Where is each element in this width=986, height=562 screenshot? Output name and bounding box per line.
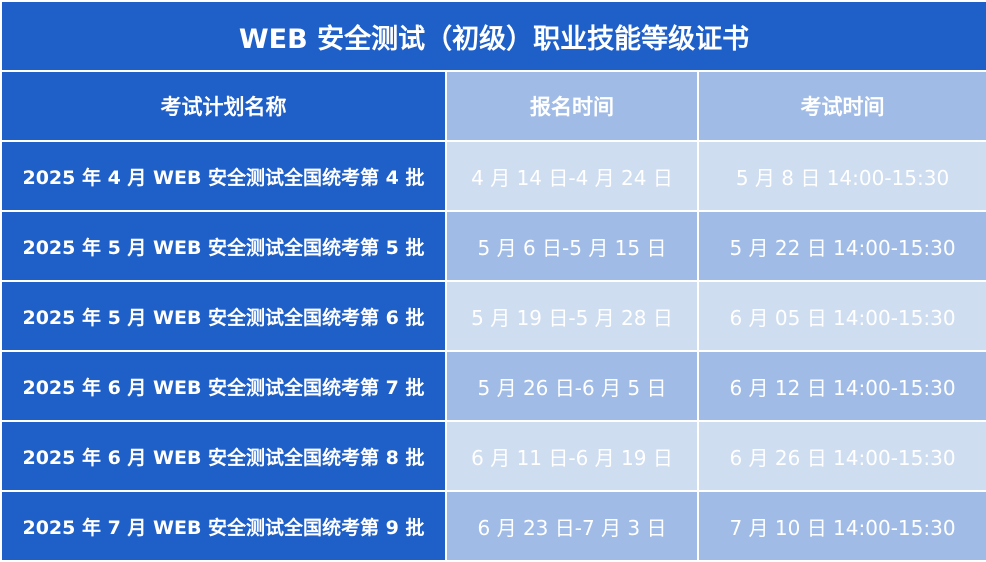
header-exam-time: 考试时间 xyxy=(696,70,986,142)
header-row: 考试计划名称 报名时间 考试时间 xyxy=(0,70,986,142)
plan-name-cell: 2025 年 6 月 WEB 安全测试全国统考第 8 批 xyxy=(0,420,447,492)
plan-name-cell: 2025 年 5 月 WEB 安全测试全国统考第 6 批 xyxy=(0,280,447,352)
exam-time-cell: 6 月 05 日 14:00-15:30 xyxy=(696,280,986,352)
exam-time-cell: 5 月 22 日 14:00-15:30 xyxy=(696,210,986,282)
registration-time-cell: 5 月 26 日-6 月 5 日 xyxy=(445,350,699,422)
registration-time-cell: 6 月 11 日-6 月 19 日 xyxy=(445,420,699,492)
header-registration-time: 报名时间 xyxy=(445,70,699,142)
registration-time-cell: 5 月 6 日-5 月 15 日 xyxy=(445,210,699,282)
registration-time-cell: 6 月 23 日-7 月 3 日 xyxy=(445,490,699,562)
plan-name-cell: 2025 年 4 月 WEB 安全测试全国统考第 4 批 xyxy=(0,140,447,212)
exam-time-cell: 7 月 10 日 14:00-15:30 xyxy=(696,490,986,562)
table-title: WEB 安全测试（初级）职业技能等级证书 xyxy=(0,0,986,72)
exam-time-cell: 5 月 8 日 14:00-15:30 xyxy=(696,140,986,212)
title-row: WEB 安全测试（初级）职业技能等级证书 xyxy=(0,0,986,72)
plan-name-cell: 2025 年 7 月 WEB 安全测试全国统考第 9 批 xyxy=(0,490,447,562)
registration-time-cell: 5 月 19 日-5 月 28 日 xyxy=(445,280,699,352)
exam-time-cell: 6 月 12 日 14:00-15:30 xyxy=(696,350,986,422)
plan-name-cell: 2025 年 6 月 WEB 安全测试全国统考第 7 批 xyxy=(0,350,447,422)
plan-name-cell: 2025 年 5 月 WEB 安全测试全国统考第 5 批 xyxy=(0,210,447,282)
registration-time-cell: 4 月 14 日-4 月 24 日 xyxy=(445,140,699,212)
header-plan-name: 考试计划名称 xyxy=(0,70,447,142)
exam-time-cell: 6 月 26 日 14:00-15:30 xyxy=(696,420,986,492)
